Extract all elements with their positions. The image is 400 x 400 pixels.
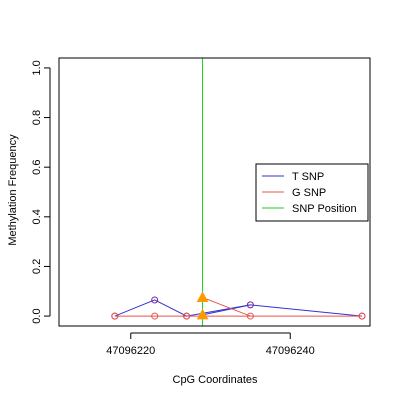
snp-link-line-1 — [202, 296, 251, 317]
series-1-point — [246, 312, 254, 320]
series-0-point — [246, 301, 254, 309]
legend-label-1: G SNP — [292, 187, 326, 199]
snp-marker-0 — [196, 291, 209, 302]
y-tick-label: 0.8 — [31, 110, 43, 125]
plot-frame — [58, 57, 371, 327]
axes-layer: 0.0 0.2 0.4 0.6 0.8 1.0 47096220 47096240 — [31, 60, 315, 357]
y-tick-label: 1.0 — [31, 60, 43, 75]
x-axis-title: CpG Coordinates — [173, 374, 258, 386]
series-0-point — [151, 296, 159, 304]
x-tick-label: 47096240 — [266, 345, 315, 357]
series-1-point — [358, 312, 366, 320]
legend: T SNP G SNP SNP Position — [255, 163, 369, 222]
snp-link-line-0 — [202, 304, 251, 316]
series-1-point — [111, 312, 119, 320]
series-1-point — [183, 312, 191, 320]
snp-marker-1 — [196, 308, 209, 320]
legend-label-0: T SNP — [292, 171, 324, 183]
legend-label-2: SNP Position — [292, 203, 357, 215]
x-tick-label: 47096220 — [106, 345, 155, 357]
y-tick-label: 0.0 — [31, 308, 43, 323]
y-tick-label: 0.2 — [31, 259, 43, 274]
y-axis-title: Methylation Frequency — [7, 134, 19, 246]
y-tick-label: 0.4 — [31, 209, 43, 224]
y-tick-label: 0.6 — [31, 160, 43, 175]
plot-layer — [111, 58, 366, 326]
series-1-point — [151, 312, 159, 320]
